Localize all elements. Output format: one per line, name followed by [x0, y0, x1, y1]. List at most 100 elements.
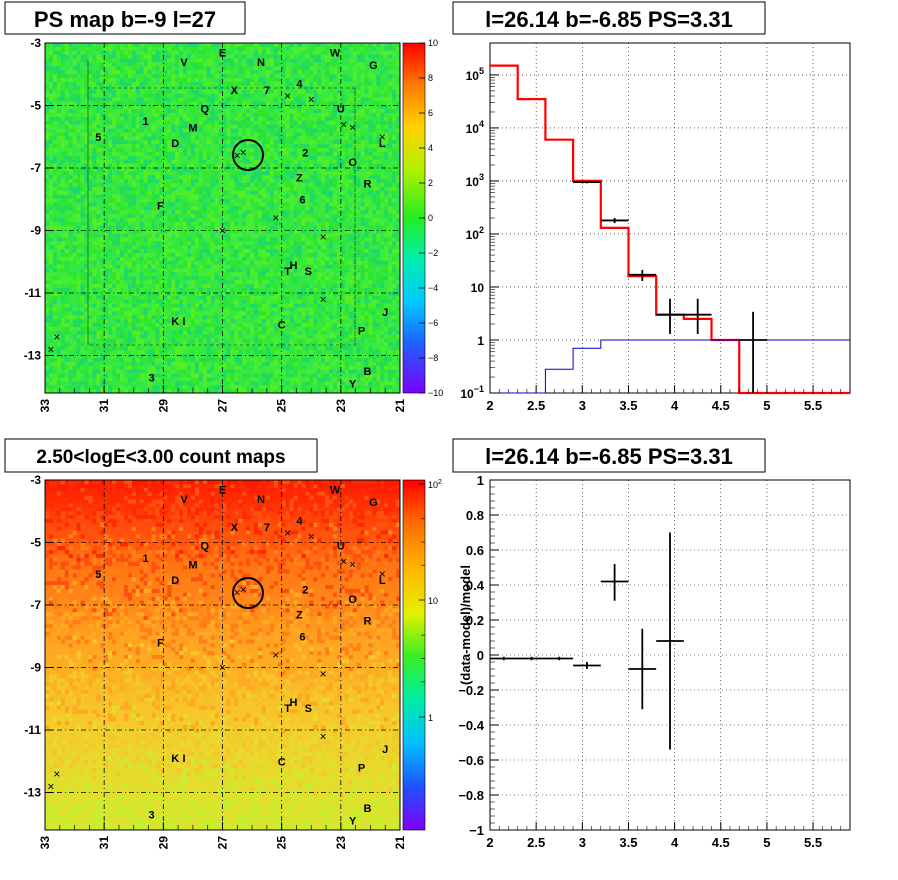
ps-map-cell: [198, 214, 204, 219]
ps-map-cell: [222, 93, 227, 98]
ps-map-cell: [309, 89, 314, 94]
ps-map-cell: [198, 105, 204, 110]
ps-map-cell: [143, 218, 148, 223]
ps-map-cell: [48, 218, 54, 223]
ps-map-cell: [139, 74, 144, 79]
ps-map-cell: [332, 43, 338, 48]
ps-map-cell: [64, 214, 69, 219]
ps-map-cell: [64, 70, 69, 75]
ps-map-cell: [368, 62, 373, 67]
ps-map-cell: [183, 62, 188, 67]
ps-map-cell: [285, 249, 290, 254]
ps-map-cell: [344, 237, 350, 242]
ps-map-cell: [396, 54, 401, 59]
ps-map-cell: [155, 237, 160, 242]
ps-map-cell: [112, 210, 117, 215]
ps-map-cell: [242, 120, 247, 125]
ps-map-cell: [108, 198, 113, 203]
ps-map-cell: [143, 101, 148, 106]
ps-map-cell: [159, 245, 164, 250]
ps-map-cell: [301, 46, 306, 52]
ps-map-cell: [84, 136, 89, 141]
ps-map-cell: [254, 144, 259, 149]
ps-map-cell: [143, 225, 148, 230]
ps-map-cell: [45, 46, 50, 52]
ps-map-cell: [210, 179, 215, 184]
ps-map-cell: [143, 105, 148, 110]
ps-map-cell: [396, 253, 401, 258]
ps-map-cell: [392, 151, 397, 157]
ps-map-cell: [151, 229, 156, 234]
ps-map-cell: [72, 109, 77, 114]
ps-map-cell: [261, 132, 267, 137]
ps-map-cell: [281, 202, 286, 207]
ps-map-cell: [348, 70, 353, 75]
ps-map-cell: [265, 132, 271, 137]
ps-map-cell: [179, 89, 184, 94]
ps-map-cell: [242, 229, 247, 234]
ps-map-cell: [356, 128, 361, 133]
ps-map-cell: [187, 116, 192, 122]
ps-map-cell: [104, 148, 109, 153]
ps-map-cell: [56, 105, 62, 110]
ps-map-cell: [108, 105, 113, 110]
ps-map-cell: [238, 202, 243, 207]
ps-map-cell: [321, 163, 326, 168]
ps-map-cell: [352, 124, 357, 129]
ps-map-cell: [226, 113, 231, 118]
ps-map-cell: [348, 78, 353, 83]
ps-map-cell: [258, 148, 263, 153]
ps-map-cell: [305, 54, 310, 59]
ps-map-cell: [187, 241, 192, 246]
ps-map-cell: [305, 225, 310, 230]
ps-map-cell: [175, 124, 180, 129]
ps-map-cell: [309, 124, 314, 129]
ps-map-cell: [127, 85, 133, 90]
ps-map-cell: [297, 113, 302, 118]
ps-map-cell: [218, 233, 223, 238]
ps-map-cell: [64, 62, 69, 67]
ps-map-cell: [258, 132, 263, 137]
ps-map-cell: [143, 202, 148, 207]
ps-map-cell: [80, 144, 85, 149]
ps-map-cell: [380, 81, 385, 87]
ps-map-cell: [305, 253, 310, 258]
ps-map-cell: [108, 167, 113, 172]
ps-map-cell: [281, 210, 286, 215]
ps-map-cell: [388, 81, 393, 87]
ps-map-cell: [183, 225, 188, 230]
ps-map-cell: [348, 151, 353, 157]
ps-map-cell: [187, 167, 192, 172]
ps-map-cell: [108, 124, 113, 129]
ps-map-cell: [238, 132, 243, 137]
ps-map-cell: [84, 155, 89, 160]
ps-map-cell: [190, 225, 196, 230]
ps-map-cell: [72, 245, 77, 250]
ps-map-cell: [396, 120, 401, 125]
ps-map-cell: [336, 214, 342, 219]
ps-map-cell: [119, 116, 125, 122]
ps-map-cell: [116, 229, 121, 234]
ps-map-cell: [147, 163, 152, 168]
ps-map-cell: [76, 62, 81, 67]
ps-map-cell: [376, 225, 381, 230]
ps-map-cell: [119, 120, 125, 125]
ps-map-cell: [48, 221, 54, 227]
ps-map-cell: [332, 155, 338, 160]
ps-map-cell: [297, 136, 302, 141]
ps-map-cell: [190, 214, 196, 219]
ps-map-cell: [293, 120, 298, 125]
ps-map-cell: [301, 148, 306, 153]
ps-map-cell: [380, 113, 385, 118]
ps-map-cell: [238, 183, 243, 188]
ps-map-cell: [88, 148, 93, 153]
ps-map-cell: [206, 101, 211, 106]
ps-map-cell: [305, 218, 310, 223]
ps-map-cell: [269, 190, 275, 195]
ps-map-cell: [388, 218, 393, 223]
ps-map-cell: [277, 62, 282, 67]
ps-map-cell: [258, 225, 263, 230]
ps-map-cell: [88, 190, 93, 195]
ps-map-cell: [325, 109, 330, 114]
ps-map-cell: [230, 58, 235, 63]
